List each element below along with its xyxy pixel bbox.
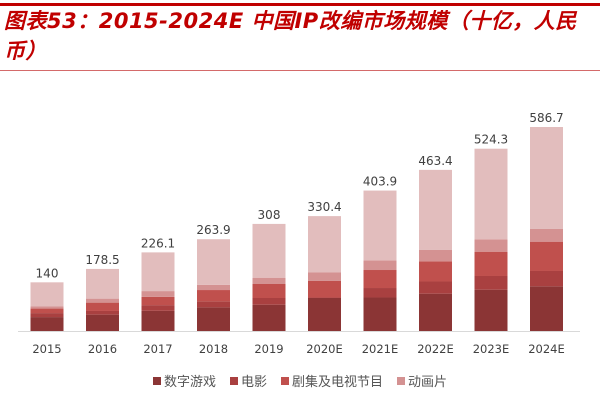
bar-segment-2018-s4 xyxy=(197,239,230,285)
x-tick-label: 2021E xyxy=(362,342,399,356)
bar-segment-2020E-s4 xyxy=(308,216,341,273)
title-top-rule xyxy=(0,3,600,6)
bar-segment-2017-s1 xyxy=(141,305,175,311)
bar-segment-2022E-s2 xyxy=(419,261,452,282)
bar-segment-2016-s4 xyxy=(86,268,119,299)
total-data-label: 586.7 xyxy=(529,111,563,125)
total-data-label: 463.4 xyxy=(418,154,452,168)
bar-segment-2015-s0 xyxy=(30,317,64,331)
bar-segment-2015-s3 xyxy=(30,306,64,309)
legend-label: 电影 xyxy=(240,375,267,390)
bar-segment-2020E-s0 xyxy=(308,297,341,331)
bar-segment-2018-s0 xyxy=(197,307,230,331)
bar-segment-2022E-s1 xyxy=(419,281,452,294)
legend-label: 动画片 xyxy=(408,375,448,390)
bar-segment-2017-s3 xyxy=(141,291,175,297)
bar-segment-2022E-s4 xyxy=(419,169,452,250)
legend-swatch xyxy=(281,376,289,385)
bar-segment-2021E-s3 xyxy=(363,260,397,271)
total-data-label: 226.1 xyxy=(141,236,175,250)
total-data-label: 308 xyxy=(258,208,281,222)
x-tick-label: 2019 xyxy=(254,342,283,356)
bar-segment-2017-s4 xyxy=(141,252,175,292)
bar-segment-2024E-s4 xyxy=(530,127,563,229)
title-bottom-rule xyxy=(0,70,600,71)
x-tick-label: 2020E xyxy=(306,342,343,356)
bar-segment-2019-s3 xyxy=(252,277,286,284)
bar-segment-2015-s4 xyxy=(30,282,64,307)
legend-swatch xyxy=(397,376,406,385)
bar-segment-2021E-s0 xyxy=(363,297,397,331)
bar-segment-2023E-s1 xyxy=(474,275,508,290)
legend-swatch xyxy=(229,376,238,385)
bar-segment-2019-s2 xyxy=(252,283,286,299)
x-tick-label: 2015 xyxy=(32,342,61,356)
bar-segment-2024E-s3 xyxy=(530,228,563,242)
bar-segment-2024E-s1 xyxy=(530,270,563,287)
bar-segment-2019-s1 xyxy=(252,298,286,305)
bar-segment-2019-s4 xyxy=(252,223,286,278)
bar-segment-2023E-s3 xyxy=(474,239,508,252)
legend-item: 电影 xyxy=(229,371,267,390)
legend-swatch xyxy=(152,376,161,385)
bar-segment-2015-s1 xyxy=(30,313,64,318)
bar-segment-2023E-s2 xyxy=(474,251,508,276)
legend: 数字游戏 电影 剧集及电视节目 动画片 xyxy=(0,371,600,390)
total-data-label: 140 xyxy=(36,266,59,280)
bar-segment-2015-s2 xyxy=(30,308,64,314)
bars-group xyxy=(30,127,563,331)
x-tick-label: 2016 xyxy=(88,342,117,356)
total-data-label: 524.3 xyxy=(474,133,508,147)
bar-segment-2021E-s2 xyxy=(363,270,397,289)
bar-segment-2016-s2 xyxy=(86,302,119,311)
x-tick-labels: 2015 2016 2017 2018 2019 2020E 2021E 2022E 2023E… xyxy=(32,342,564,356)
bar-segment-2022E-s3 xyxy=(419,249,452,262)
total-data-label: 330.4 xyxy=(307,200,341,214)
bar-segment-2020E-s2 xyxy=(308,280,341,298)
bar-segment-2017-s0 xyxy=(141,310,175,331)
bar-segment-2023E-s4 xyxy=(474,148,508,240)
chart-title: 图表53：2015-2024E 中国IP改编市场规模（十亿，人民币） xyxy=(4,9,577,63)
bar-segment-2021E-s1 xyxy=(363,288,397,298)
bar-segment-2016-s0 xyxy=(86,314,119,331)
bar-segment-2022E-s0 xyxy=(419,293,452,331)
x-tick-label: 2023E xyxy=(473,342,510,356)
total-data-labels: 140 178.5 226.1 263.9 308 330.4 403.9 463.4 524.… xyxy=(36,111,564,280)
legend-item: 数字游戏 xyxy=(152,371,216,390)
x-tick-label: 2017 xyxy=(143,342,172,356)
legend-label: 剧集及电视节目 xyxy=(292,375,384,390)
bar-segment-2018-s2 xyxy=(197,290,230,302)
legend-item: 动画片 xyxy=(397,371,447,390)
total-data-label: 178.5 xyxy=(85,253,119,267)
bar-segment-2024E-s0 xyxy=(530,286,563,331)
x-tick-label: 2018 xyxy=(199,342,228,356)
legend-label: 数字游戏 xyxy=(163,375,216,390)
bar-segment-2017-s2 xyxy=(141,296,175,306)
bar-segment-2019-s0 xyxy=(252,304,286,331)
total-data-label: 403.9 xyxy=(363,175,397,189)
bar-segment-2024E-s2 xyxy=(530,241,563,271)
bar-segment-2023E-s0 xyxy=(474,289,508,331)
bar-segment-2018-s3 xyxy=(197,284,230,291)
bar-segment-2016-s3 xyxy=(86,298,119,303)
total-data-label: 263.9 xyxy=(196,223,230,237)
bar-segment-2021E-s4 xyxy=(363,190,397,261)
x-tick-label: 2024E xyxy=(528,342,565,356)
bar-segment-2018-s1 xyxy=(197,301,230,308)
bar-segment-2016-s1 xyxy=(86,310,119,315)
bar-segment-2020E-s3 xyxy=(308,272,341,281)
x-tick-label: 2022E xyxy=(417,342,454,356)
legend-item: 剧集及电视节目 xyxy=(281,371,383,390)
